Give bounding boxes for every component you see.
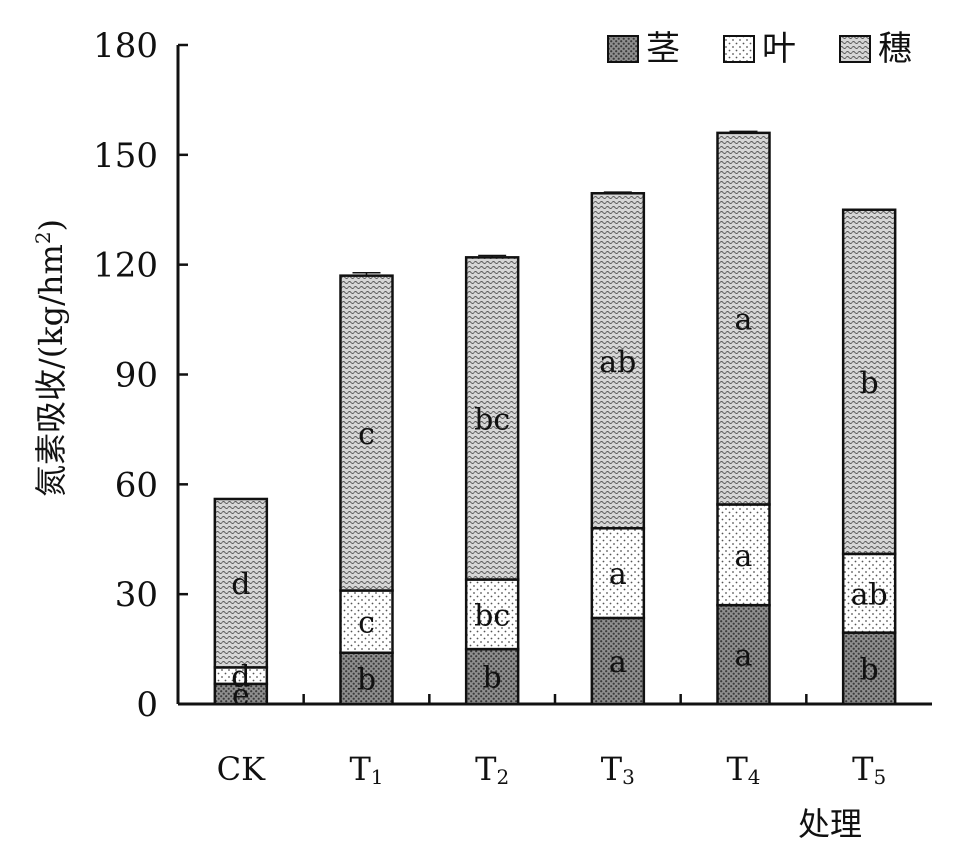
bar-segment (841, 208, 897, 556)
category-label-main: CK (217, 750, 266, 788)
significance-label: a (735, 639, 753, 674)
bar-segment (339, 274, 394, 592)
category-label: T4 (726, 750, 760, 789)
legend-label: 叶 (762, 29, 796, 69)
category-label-main: T (349, 750, 371, 788)
category-label: T5 (852, 750, 886, 789)
y-axis-title-sup: 2 (31, 231, 55, 244)
y-tick-label: 90 (115, 356, 158, 396)
bar-segment (716, 503, 771, 607)
significance-label: b (860, 652, 879, 687)
bar-segment (464, 578, 520, 651)
y-axis-title-main: 氮素吸收/(kg/hm (32, 244, 70, 497)
significance-label: a (609, 645, 627, 680)
significance-label: c (358, 606, 375, 641)
significance-label: bc (474, 598, 510, 633)
category-label-sub: 5 (873, 765, 886, 789)
legend-label: 穗 (878, 29, 912, 69)
category-label: CK (217, 750, 266, 788)
y-tick-label: 30 (115, 575, 158, 615)
y-axis-title-close: ) (32, 219, 70, 231)
category-label-sub: 1 (371, 765, 384, 789)
category-label: T2 (475, 750, 509, 789)
y-tick-label: 60 (115, 465, 158, 505)
legend: 茎叶穗 (607, 29, 912, 69)
legend-swatch (607, 35, 639, 63)
significance-label: d (231, 567, 250, 602)
category-label: T1 (349, 750, 383, 789)
significance-label: e (232, 678, 250, 713)
x-axis-title: 处理 (798, 805, 862, 843)
significance-label: b (483, 661, 502, 696)
category-label-main: T (852, 750, 874, 788)
y-tick-label: 150 (93, 136, 158, 176)
bar-segment (464, 647, 520, 706)
y-tick-label: 180 (93, 26, 158, 66)
legend-swatch (839, 35, 871, 63)
category-label-main: T (601, 750, 623, 788)
significance-label: d (231, 660, 250, 695)
bar-segment (716, 603, 771, 706)
bar-segment (339, 651, 394, 706)
bar-segment (590, 527, 646, 620)
category-label-sub: 3 (622, 765, 635, 789)
significance-label: b (357, 662, 376, 697)
significance-label: c (358, 417, 375, 452)
bars (213, 130, 897, 706)
bar-segment (841, 631, 897, 706)
bar-segment (213, 497, 269, 669)
category-label-main: T (475, 750, 497, 788)
legend-swatch (723, 35, 755, 63)
legend-label: 茎 (646, 29, 680, 69)
category-label-sub: 4 (748, 765, 761, 789)
significance-label: ab (599, 345, 636, 380)
category-label: T3 (601, 750, 635, 789)
category-label-main: T (726, 750, 748, 788)
category-labels: CK T1 T2 T3 T4 T5 (217, 750, 887, 789)
significance-label: b (860, 366, 879, 401)
significance-label: a (735, 303, 753, 338)
category-label-sub: 2 (496, 765, 509, 789)
y-tick-label: 0 (136, 685, 158, 725)
bar-segment (464, 256, 520, 581)
significance-label: ab (851, 577, 888, 612)
significance-label: a (735, 539, 753, 574)
y-tick-label: 120 (93, 246, 158, 286)
bar-segment (590, 192, 646, 530)
axes: 0 30 60 90 120 150 180 (93, 26, 932, 725)
y-axis-title: 氮素吸收/(kg/hm2) (31, 219, 70, 497)
significance-label: bc (474, 402, 510, 437)
significance-label: a (609, 557, 627, 592)
